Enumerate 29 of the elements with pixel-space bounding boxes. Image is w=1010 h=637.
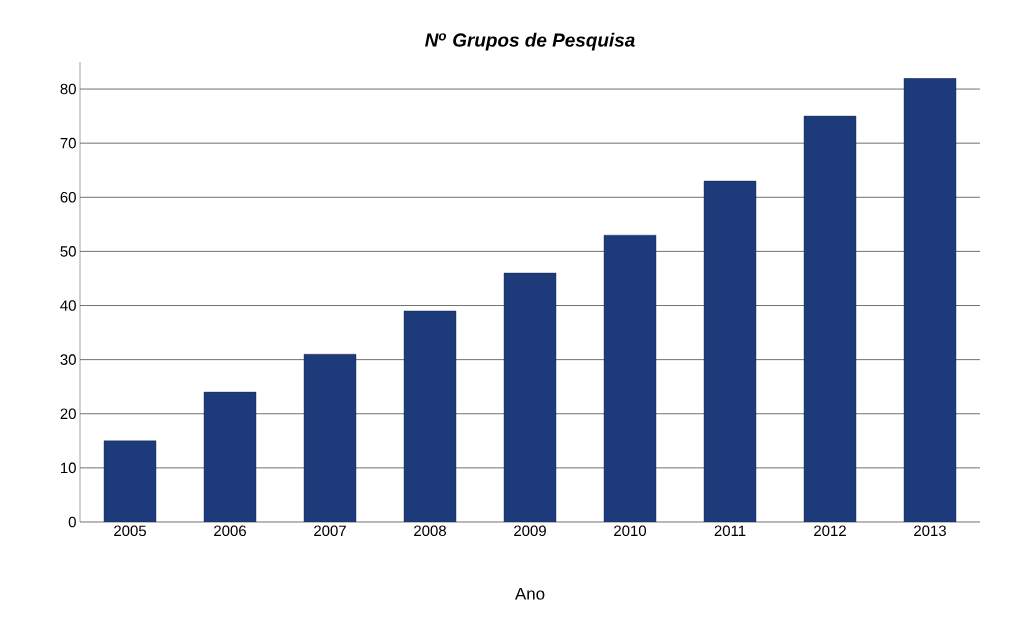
y-tick-label: 10 xyxy=(61,462,76,474)
y-tick-label: 70 xyxy=(60,137,76,149)
bar xyxy=(103,440,157,522)
x-tick-label: 2011 xyxy=(714,525,746,537)
x-tick-label: 2005 xyxy=(114,525,146,537)
y-tick-label: 60 xyxy=(60,191,76,203)
bar xyxy=(903,78,957,522)
x-tick-label: 2009 xyxy=(514,525,546,537)
y-tick-label: 20 xyxy=(60,408,76,420)
bar xyxy=(403,310,457,522)
y-tick-label: 0 xyxy=(68,516,76,528)
x-tick-label: 2007 xyxy=(314,525,346,537)
y-tick-label: 30 xyxy=(60,354,76,365)
bar xyxy=(503,272,557,522)
y-tick-label: 40 xyxy=(60,300,76,311)
bar xyxy=(203,391,257,522)
x-tick-label: 2008 xyxy=(414,525,446,537)
bar xyxy=(703,180,757,522)
x-tick-label: 2010 xyxy=(614,525,647,537)
bar xyxy=(603,234,657,522)
x-tick-label: 2013 xyxy=(914,525,946,537)
x-tick-label: 2012 xyxy=(814,525,846,537)
y-tick-label: 80 xyxy=(60,83,76,95)
y-tick-label: 50 xyxy=(60,246,76,257)
x-axis-title: Ano xyxy=(514,587,545,600)
x-tick-label: 2006 xyxy=(214,525,246,537)
bar xyxy=(803,115,857,522)
bar xyxy=(303,354,357,522)
chart-title: N$^{o}$ Grupos de Pesquisa xyxy=(425,32,635,51)
